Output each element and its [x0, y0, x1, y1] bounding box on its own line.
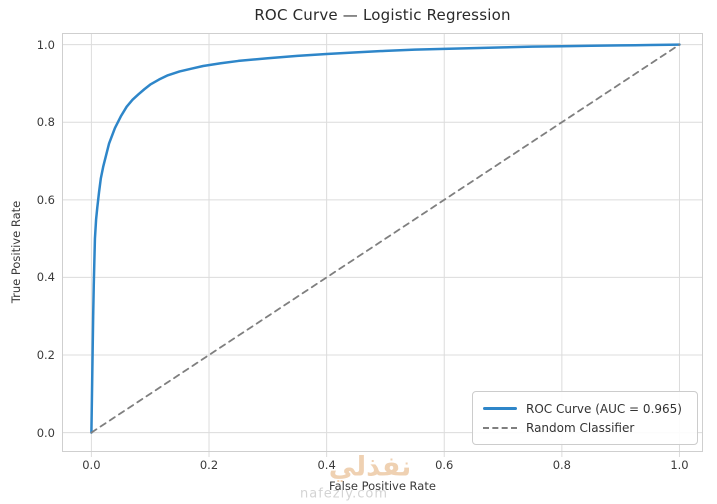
legend: ROC Curve (AUC = 0.965) Random Classifie…	[472, 391, 698, 445]
y-tick-label: 0.8	[36, 115, 55, 130]
x-tick-label: 0.4	[317, 458, 336, 472]
x-tick-label: 0.0	[82, 458, 101, 472]
roc-curve-line	[90, 43, 681, 434]
legend-entry-random-classifier: Random Classifier	[483, 418, 687, 437]
x-tick-label: 0.8	[552, 458, 572, 472]
y-tick-label: 0.0	[36, 425, 55, 440]
x-axis-label: False Positive Rate	[329, 479, 436, 493]
plot-area	[62, 33, 703, 457]
chart-title: ROC Curve — Logistic Regression	[254, 6, 511, 24]
x-tick-label: 0.2	[199, 458, 219, 472]
x-tick-label: 1.0	[670, 458, 689, 472]
plot-canvas	[62, 33, 703, 457]
plot-spines	[62, 33, 703, 452]
random-classifier-line	[90, 43, 681, 434]
legend-label-roc-curve: ROC Curve (AUC = 0.965)	[526, 401, 682, 416]
legend-label-random-classifier: Random Classifier	[526, 420, 635, 435]
x-tick-label: 0.6	[435, 458, 454, 472]
watermark-brand-text: نفذلي	[328, 451, 412, 483]
y-tick-label: 0.4	[36, 270, 55, 285]
y-axis-label: True Positive Rate	[9, 200, 23, 304]
y-tick-label: 1.0	[36, 37, 55, 52]
legend-entry-roc-curve: ROC Curve (AUC = 0.965)	[483, 399, 687, 418]
y-tick-label: 0.2	[36, 348, 55, 362]
y-tick-label: 0.6	[36, 192, 55, 207]
watermark-brand-url: nafezly.com	[300, 486, 388, 502]
legend-random-line-sample	[483, 426, 517, 429]
legend-roc-line-sample	[483, 407, 517, 410]
